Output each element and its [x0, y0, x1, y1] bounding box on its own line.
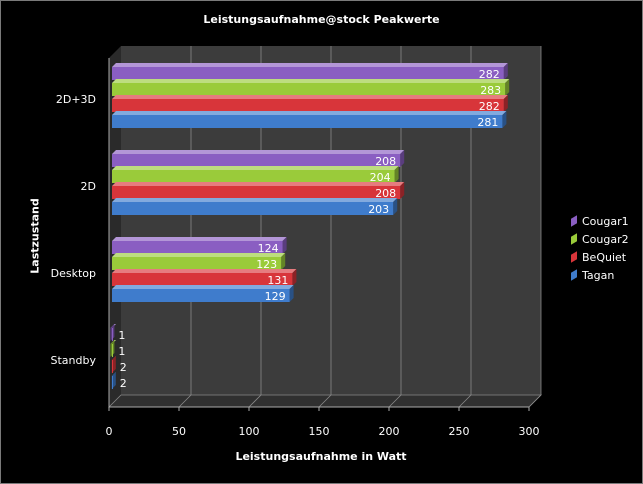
bar-top — [112, 150, 405, 154]
legend-label: Cougar2 — [582, 232, 629, 246]
legend-item: Tagan — [571, 266, 629, 284]
bar — [112, 154, 401, 167]
data-label: 281 — [477, 116, 498, 129]
bar-top — [112, 253, 286, 257]
legend-item: Cougar2 — [571, 230, 629, 248]
gridline-floor — [248, 394, 262, 408]
bar — [112, 344, 113, 357]
gridline-floor — [528, 394, 542, 408]
gridline-floor — [318, 394, 332, 408]
y-tick-label: 2D+3D — [56, 93, 96, 106]
plot-side-wall — [109, 46, 121, 407]
bar — [112, 360, 113, 373]
data-label: 282 — [479, 68, 500, 81]
gridline-floor — [178, 394, 192, 408]
data-label: 204 — [370, 171, 391, 184]
bar-end — [393, 198, 398, 215]
x-tick-label: 300 — [519, 425, 540, 438]
bar-end — [292, 269, 297, 286]
legend-label: BeQuiet — [582, 250, 627, 264]
legend-swatch — [571, 233, 577, 245]
gridline-floor — [458, 394, 472, 408]
data-label: 208 — [375, 187, 396, 200]
bar-top — [112, 269, 297, 273]
gridline-floor — [388, 394, 402, 408]
legend-swatch — [571, 269, 577, 281]
bar — [112, 186, 401, 199]
bar — [112, 115, 503, 128]
data-label: 129 — [265, 290, 286, 303]
data-label: 203 — [368, 203, 389, 216]
data-label: 1 — [118, 345, 125, 358]
bar-end — [394, 166, 399, 183]
data-label: 282 — [479, 100, 500, 113]
legend-item: Cougar1 — [571, 212, 629, 230]
bar-end — [503, 63, 508, 80]
bar-end — [289, 285, 294, 302]
bar — [112, 376, 113, 389]
bar — [112, 202, 394, 215]
bar — [112, 83, 506, 96]
legend-label: Tagan — [582, 268, 615, 282]
legend-item: BeQuiet — [571, 248, 629, 266]
bar-end — [400, 150, 405, 167]
data-label: 1 — [118, 329, 125, 342]
bar-end — [281, 253, 286, 270]
bar — [112, 257, 282, 270]
bar — [112, 289, 290, 302]
x-tick-label: 250 — [449, 425, 470, 438]
legend-label: Cougar1 — [582, 214, 629, 228]
x-tick-label: 150 — [309, 425, 330, 438]
x-axis-label: Leistungsaufnahme in Watt — [235, 450, 407, 463]
legend-swatch — [571, 251, 577, 263]
bar-top — [112, 182, 405, 186]
bar-top — [112, 79, 510, 83]
bar-top — [112, 166, 399, 170]
x-tick-label: 50 — [172, 425, 186, 438]
bar — [112, 241, 283, 254]
bar-end — [503, 95, 508, 112]
y-tick-label: 2D — [81, 180, 96, 193]
data-label: 283 — [480, 84, 501, 97]
bar-end — [282, 237, 287, 254]
data-label: 2 — [120, 377, 127, 390]
bar — [112, 99, 504, 112]
bar — [112, 273, 293, 286]
y-tick-label: Desktop — [51, 267, 96, 280]
bar — [112, 328, 113, 341]
chart-legend: Cougar1 Cougar2 BeQuiet Tagan — [571, 212, 629, 284]
y-axis-label: Lastzustand — [28, 198, 42, 274]
chart-title: Leistungsaufnahme@stock Peakwerte — [203, 13, 440, 26]
data-label: 123 — [256, 258, 277, 271]
bar-top — [112, 63, 508, 67]
bar — [112, 67, 504, 80]
bar-top — [112, 237, 287, 241]
data-label: 131 — [267, 274, 288, 287]
bar — [112, 170, 395, 183]
data-label: 208 — [375, 155, 396, 168]
bar-top — [112, 111, 507, 115]
bar-end — [502, 111, 507, 128]
bar-end — [400, 182, 405, 199]
x-tick-label: 100 — [239, 425, 260, 438]
bar-top — [112, 198, 398, 202]
x-tick-label: 200 — [379, 425, 400, 438]
data-label: 124 — [258, 242, 279, 255]
legend-swatch — [571, 215, 577, 227]
y-tick-label: Standby — [51, 354, 97, 367]
data-label: 2 — [120, 361, 127, 374]
bar-top — [112, 285, 294, 289]
bar-top — [112, 95, 508, 99]
bar-end — [505, 79, 510, 96]
x-tick-label: 0 — [106, 425, 113, 438]
